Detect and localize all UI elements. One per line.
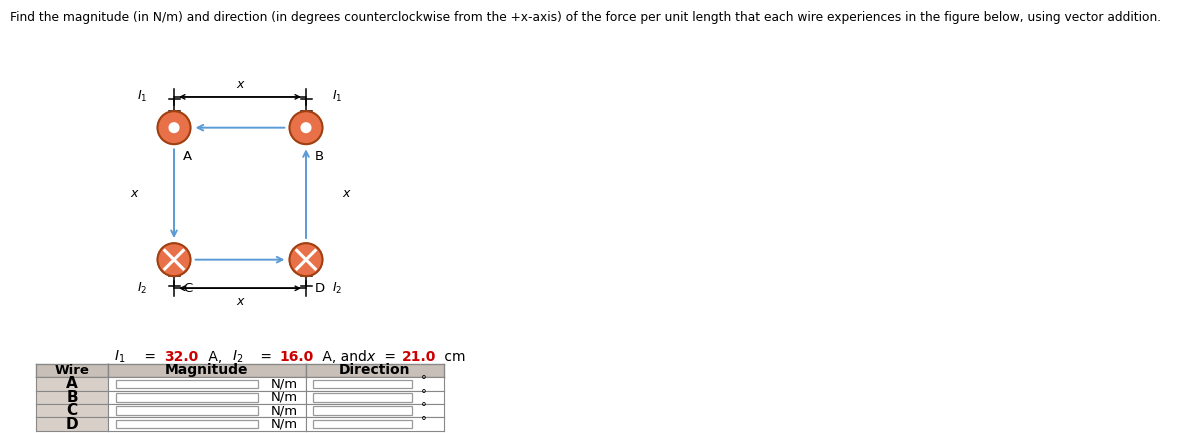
Circle shape [172,125,176,130]
Text: $I_2$: $I_2$ [232,349,242,365]
FancyBboxPatch shape [313,407,413,415]
Circle shape [169,123,179,132]
Text: $x$: $x$ [366,350,377,364]
Text: N/m: N/m [270,404,298,417]
Text: °: ° [420,375,426,388]
Text: B: B [66,390,78,405]
Text: A: A [66,376,78,391]
Text: N/m: N/m [270,377,298,391]
Circle shape [289,243,323,276]
Text: °: ° [420,401,426,414]
Text: B: B [314,150,324,163]
FancyBboxPatch shape [116,407,258,415]
FancyBboxPatch shape [116,420,258,428]
FancyBboxPatch shape [313,380,413,388]
Text: C: C [66,403,78,418]
Text: Magnitude: Magnitude [166,363,248,378]
Text: x: x [131,187,138,200]
Text: °: ° [420,415,426,428]
FancyBboxPatch shape [116,393,258,401]
Text: N/m: N/m [270,417,298,431]
FancyBboxPatch shape [313,393,413,401]
Circle shape [157,111,191,144]
Text: N/m: N/m [270,391,298,404]
Text: 16.0: 16.0 [280,350,314,364]
Text: 32.0: 32.0 [164,350,199,364]
Text: $I_1$: $I_1$ [137,89,148,104]
Text: Wire: Wire [54,364,90,377]
Circle shape [304,125,308,130]
Text: x: x [236,295,244,308]
Text: D: D [314,282,325,295]
Text: A,: A, [204,350,227,364]
Text: C: C [182,282,192,295]
Text: D: D [66,417,78,432]
Text: A, and: A, and [318,350,371,364]
Text: cm: cm [440,350,466,364]
Text: Direction: Direction [340,363,410,378]
Circle shape [301,123,311,132]
Text: $I_2$: $I_2$ [137,281,148,296]
Text: =: = [140,350,161,364]
Text: $I_1$: $I_1$ [332,89,343,104]
FancyBboxPatch shape [313,420,413,428]
Text: Find the magnitude (in N/m) and direction (in degrees counterclockwise from the : Find the magnitude (in N/m) and directio… [10,11,1160,24]
Text: °: ° [420,388,426,401]
Text: 21.0: 21.0 [402,350,437,364]
Text: x: x [342,187,349,200]
Text: x: x [236,78,244,91]
Text: $I_2$: $I_2$ [332,281,343,296]
Circle shape [157,243,191,276]
Text: =: = [256,350,276,364]
Circle shape [289,111,323,144]
FancyBboxPatch shape [116,380,258,388]
Text: $I_1$: $I_1$ [114,349,125,365]
Text: A: A [182,150,192,163]
Text: =: = [380,350,401,364]
